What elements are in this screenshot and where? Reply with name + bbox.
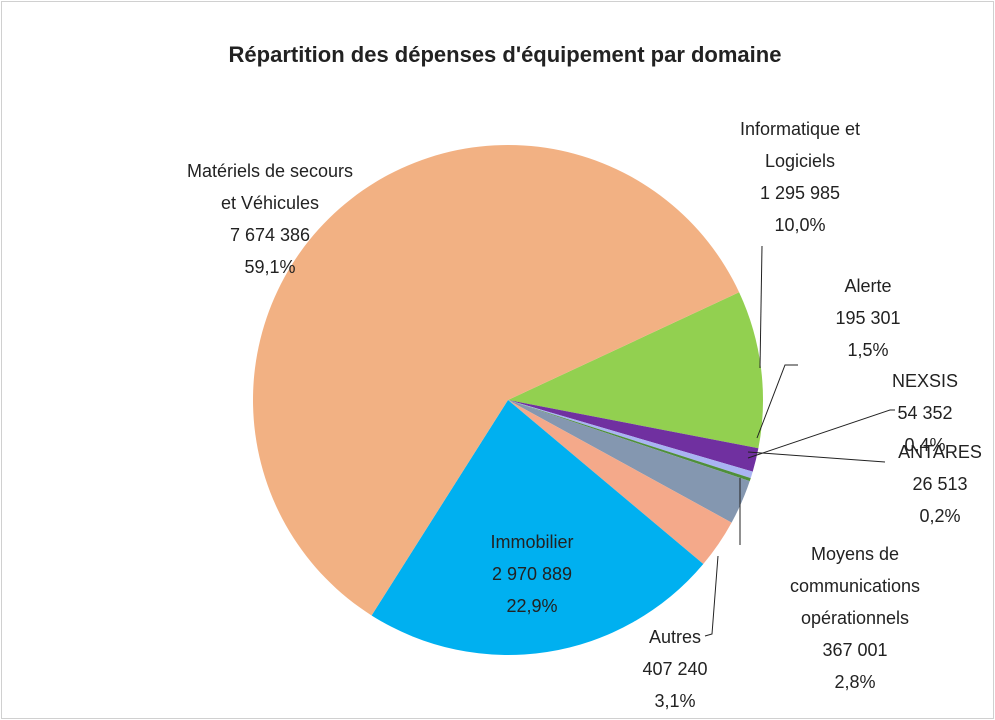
percentage-label: 3,1% bbox=[654, 691, 695, 711]
percentage-label: 2,8% bbox=[834, 672, 875, 692]
percentage-label: 59,1% bbox=[244, 257, 295, 277]
percentage-label: 0,2% bbox=[919, 506, 960, 526]
category-label: Informatique et Logiciels bbox=[740, 119, 860, 171]
value-label: 54 352 bbox=[897, 403, 952, 423]
value-label: 195 301 bbox=[835, 308, 900, 328]
leader-line bbox=[747, 451, 886, 463]
category-label: Autres bbox=[649, 627, 701, 647]
leader-line bbox=[759, 245, 763, 369]
value-label: 1 295 985 bbox=[760, 183, 840, 203]
pie-slice bbox=[508, 400, 753, 479]
value-label: 407 240 bbox=[642, 659, 707, 679]
leader-line bbox=[756, 364, 798, 439]
category-label: NEXSIS bbox=[892, 371, 958, 391]
category-label: Matériels de secours et Véhicules bbox=[187, 161, 353, 213]
category-label: Moyens de communications opérationnels bbox=[790, 544, 920, 628]
category-label: Alerte bbox=[844, 276, 891, 296]
percentage-label: 10,0% bbox=[774, 215, 825, 235]
value-label: 367 001 bbox=[822, 640, 887, 660]
pie-slice bbox=[371, 400, 704, 656]
pie-slice bbox=[508, 400, 732, 564]
pie bbox=[252, 144, 763, 656]
pie-slice bbox=[508, 400, 751, 482]
value-label: 2 970 889 bbox=[492, 564, 572, 584]
chart-title: Répartition des dépenses d'équipement pa… bbox=[229, 42, 782, 67]
category-label: ANTARES bbox=[898, 442, 982, 462]
category-label: Immobilier bbox=[490, 532, 573, 552]
pie-slice bbox=[508, 400, 759, 472]
percentage-label: 0,4% bbox=[904, 435, 945, 455]
value-label: 7 674 386 bbox=[230, 225, 310, 245]
pie-slice bbox=[252, 144, 740, 616]
percentage-label: 22,9% bbox=[506, 596, 557, 616]
leader-lines bbox=[704, 245, 895, 637]
pie-slice bbox=[508, 400, 750, 523]
pie-slice bbox=[508, 292, 763, 449]
leader-line bbox=[747, 409, 895, 459]
value-label: 26 513 bbox=[912, 474, 967, 494]
percentage-label: 1,5% bbox=[847, 340, 888, 360]
leader-line bbox=[704, 555, 719, 637]
